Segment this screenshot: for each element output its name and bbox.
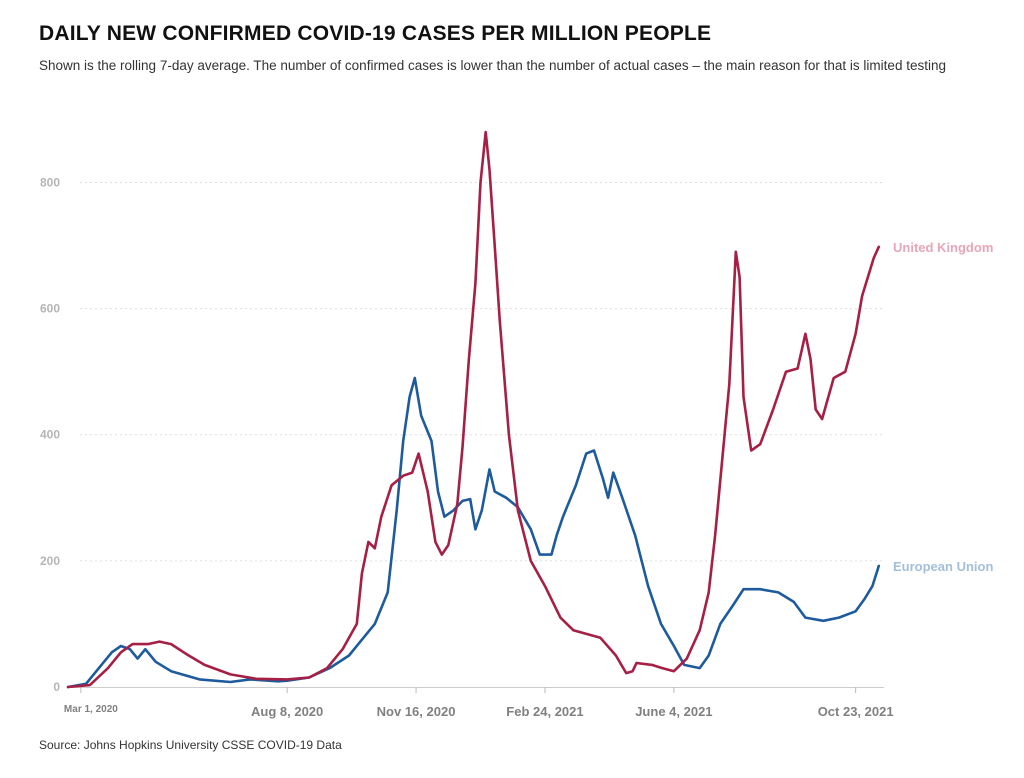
x-tick-label: Feb 24, 2021 — [506, 704, 583, 719]
y-tick-label: 800 — [40, 175, 60, 189]
x-tick-label: Oct 23, 2021 — [818, 704, 894, 719]
chart-title: DAILY NEW CONFIRMED COVID-19 CASES PER M… — [39, 22, 712, 45]
series-line-united-kingdom — [66, 130, 881, 689]
x-tick-label: Nov 16, 2020 — [377, 704, 456, 719]
x-tick-label: June 4, 2021 — [635, 704, 712, 719]
x-tick-label: Aug 8, 2020 — [251, 704, 323, 719]
series-label-united-kingdom: United Kingdom — [893, 240, 993, 255]
y-tick-label: 200 — [40, 554, 60, 568]
chart-subtitle: Shown is the rolling 7-day average. The … — [39, 58, 946, 73]
y-tick-label: 600 — [40, 302, 60, 316]
y-tick-label: 400 — [40, 428, 60, 442]
source-note: Source: Johns Hopkins University CSSE CO… — [39, 738, 342, 752]
y-tick-label: 0 — [53, 680, 60, 694]
series-line-european-union — [66, 376, 881, 689]
x-tick-label: Mar 1, 2020 — [64, 704, 118, 715]
series-label-european-union: European Union — [893, 559, 993, 574]
